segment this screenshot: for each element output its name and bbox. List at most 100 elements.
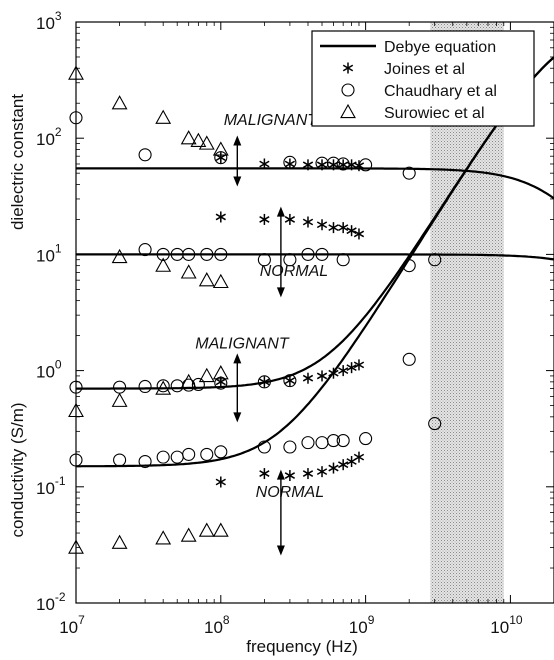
chaudhary-point (359, 158, 373, 172)
surowiec-point (111, 392, 128, 407)
legend: Debye equation Joines et al Chaudhary et… (311, 30, 535, 127)
joines-point (338, 365, 349, 377)
surowiec-point (198, 367, 215, 383)
asterisk-stroke (284, 160, 296, 168)
joines-point (284, 375, 296, 387)
surowiec-point (111, 95, 128, 110)
legend-circle-marker (341, 83, 355, 97)
y-axis-label-upper: dielectric constant (8, 94, 27, 230)
chaudhary-point (214, 376, 228, 390)
chaudhary-point (402, 166, 416, 180)
asterisk-stroke (259, 216, 270, 223)
annotation-label: MALIGNANT (224, 112, 319, 129)
chaudhary-point (283, 440, 297, 454)
asterisk-stroke (353, 453, 365, 461)
asterisk-stroke (284, 377, 296, 385)
annotation-arrow-head (233, 135, 242, 146)
annotation-label: MALIGNANT (195, 335, 290, 352)
joines-point (302, 159, 314, 171)
debye-curve (76, 167, 554, 200)
chaudhary-point (428, 417, 442, 431)
chaudhary-point (200, 247, 214, 261)
surowiec-point (155, 109, 172, 124)
joines-point (353, 160, 365, 172)
legend-label-chaudhary: Chaudhary et al (384, 83, 497, 100)
joines-point (346, 362, 357, 374)
asterisk-stroke (346, 227, 357, 235)
asterisk-stroke (346, 458, 357, 465)
asterisk-stroke (215, 378, 226, 386)
joines-point (259, 376, 270, 388)
surowiec-point (111, 534, 128, 549)
joines-point (316, 219, 328, 231)
chaudhary-point (182, 247, 196, 261)
x-tick-exponent: 7 (78, 613, 85, 627)
chaudhary-point (257, 375, 271, 389)
surowiec-point (198, 522, 215, 537)
surowiec-point (111, 248, 128, 264)
chaudhary-point (341, 83, 355, 97)
debye-curve (76, 56, 554, 468)
asterisk-stroke (353, 230, 365, 238)
asterisk-stroke (259, 378, 270, 386)
chaudhary-point (301, 436, 315, 450)
surowiec-point (212, 141, 229, 156)
joines-point (338, 459, 349, 471)
joines-point (284, 158, 296, 170)
surowiec-point (212, 522, 229, 537)
chaudhary-point (156, 247, 170, 261)
annotation-arrow-head (276, 206, 285, 217)
asterisk-stroke (328, 224, 339, 232)
chaudhary-point (138, 454, 152, 469)
chaudhary-point (191, 377, 205, 391)
annotation-arrow-head (233, 412, 242, 423)
joines-point (302, 216, 314, 228)
surowiec-point (155, 257, 172, 272)
y-tick-exponent: 0 (55, 358, 62, 372)
joines-point (302, 372, 314, 384)
joines-point (215, 376, 226, 388)
asterisk-stroke (284, 472, 296, 479)
legend-label-joines: Joines et al (384, 61, 465, 78)
joines-point (328, 367, 339, 379)
chaudhary-point (283, 374, 297, 388)
joines-point (353, 359, 365, 371)
joines-point (259, 213, 270, 225)
chaudhary-point (283, 253, 297, 267)
asterisk-stroke (302, 374, 314, 382)
y-tick-exponent: 2 (55, 125, 62, 139)
asterisk-stroke (346, 364, 357, 372)
asterisk-stroke (259, 160, 270, 168)
asterisk-stroke (338, 367, 349, 374)
joines-point (328, 462, 339, 474)
asterisk-stroke (316, 372, 328, 380)
joines-point (215, 211, 226, 223)
chaudhary-point (257, 440, 271, 454)
debye-curves (76, 56, 554, 468)
plot-frame (75, 21, 554, 604)
legend-label-debye: Debye equation (384, 39, 496, 56)
chaudhary-point (336, 253, 350, 267)
annotation-arrow-head (276, 287, 285, 298)
asterisk-stroke (215, 154, 226, 162)
chaudhary-point (156, 379, 170, 393)
asterisk-stroke (316, 468, 328, 476)
joines-point (215, 152, 226, 164)
chaudhary-point (138, 243, 152, 257)
chaudhary-point (428, 253, 442, 267)
x-tick-exponent: 9 (368, 613, 375, 627)
annotation-arrow-head (276, 545, 285, 556)
chaudhary-point (402, 259, 416, 273)
chaudhary-point (257, 253, 271, 267)
asterisk-stroke (316, 161, 328, 169)
surowiec-point (190, 132, 207, 147)
joines-point (346, 225, 357, 237)
chaudhary-point (200, 447, 214, 461)
surowiec-point (180, 527, 197, 542)
joines-point (328, 159, 339, 171)
asterisk-stroke (338, 461, 349, 469)
joines-point (259, 468, 270, 480)
chaudhary-point (138, 148, 152, 162)
surowiec-point (180, 264, 197, 279)
